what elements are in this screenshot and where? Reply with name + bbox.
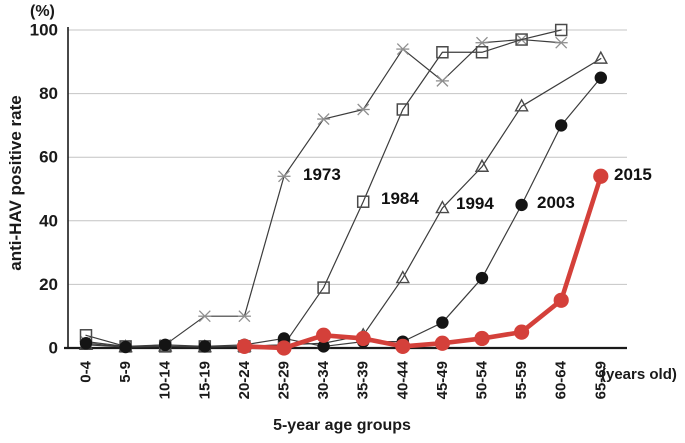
y-tick-label: 0	[49, 339, 58, 358]
circle-marker-icon	[159, 338, 172, 352]
x-tick-label: 5-9	[117, 361, 134, 383]
circle-marker-icon	[317, 340, 330, 353]
circle-marker-icon	[395, 338, 411, 355]
y-axis-title: anti-HAV positive rate	[6, 95, 25, 271]
circle-marker-icon	[474, 330, 490, 347]
series-line-2015	[242, 173, 604, 351]
circle-marker-icon	[79, 337, 93, 350]
series-line-2003	[85, 77, 602, 348]
x-tick-label: 40-44	[394, 360, 411, 399]
series-line-1984	[85, 29, 562, 348]
x-tick-label: 50-54	[474, 360, 491, 399]
square-marker-icon	[356, 195, 370, 208]
series-label-2003: 2003	[537, 193, 575, 212]
circle-marker-icon	[434, 335, 450, 351]
square-marker-icon	[317, 281, 330, 294]
square-marker-icon	[475, 46, 489, 59]
triangle-marker-icon	[395, 270, 410, 284]
x-tick-label: 30-34	[315, 360, 332, 399]
x-axis-unit-label: (years old)	[601, 366, 677, 383]
y-tick-label: 20	[39, 275, 58, 294]
x-tick-label: 25-29	[276, 361, 293, 399]
square-marker-icon	[396, 103, 410, 116]
series-line-1973	[85, 38, 562, 348]
circle-marker-icon	[119, 340, 132, 354]
triangle-marker-icon	[474, 158, 490, 172]
circle-marker-icon	[475, 271, 489, 285]
series-label-1994: 1994	[456, 194, 494, 213]
x-tick-label: 0-4	[78, 360, 95, 382]
x-tick-label: 10-14	[157, 360, 174, 399]
x-tick-label: 15-19	[196, 361, 213, 399]
x-tick-label: 35-39	[355, 361, 372, 399]
triangle-marker-icon	[514, 98, 529, 112]
circle-marker-icon	[555, 119, 568, 132]
y-tick-label: 100	[30, 21, 58, 40]
triangle-marker-icon	[593, 50, 608, 64]
y-axis-unit-label: (%)	[30, 3, 55, 20]
circle-marker-icon	[594, 71, 607, 84]
x-axis-title: 5-year age groups	[273, 417, 411, 434]
circle-marker-icon	[436, 316, 449, 329]
circle-marker-icon	[236, 338, 252, 355]
x-tick-label: 45-49	[434, 361, 451, 399]
square-marker-icon	[554, 23, 568, 37]
series-label-1984: 1984	[381, 189, 419, 208]
circle-marker-icon	[355, 330, 371, 347]
circle-marker-icon	[515, 198, 528, 212]
x-tick-label: 60-64	[553, 360, 570, 399]
circle-marker-icon	[198, 340, 211, 353]
square-marker-icon	[515, 33, 528, 46]
circle-marker-icon	[514, 324, 530, 340]
series-label-1973: 1973	[303, 165, 341, 184]
x-tick-label: 55-59	[513, 361, 530, 399]
circle-marker-icon	[316, 327, 332, 343]
y-tick-label: 40	[39, 211, 58, 230]
y-tick-label: 80	[39, 84, 58, 103]
x-tick-label: 65-69	[592, 361, 609, 399]
x-tick-label: 20-24	[236, 360, 253, 399]
circle-marker-icon	[276, 340, 292, 356]
y-tick-label: 60	[39, 148, 58, 167]
triangle-marker-icon	[435, 200, 450, 214]
square-marker-icon	[436, 46, 449, 59]
series-label-2015: 2015	[614, 165, 652, 184]
circle-marker-icon	[553, 292, 569, 308]
circle-marker-icon	[593, 168, 609, 184]
